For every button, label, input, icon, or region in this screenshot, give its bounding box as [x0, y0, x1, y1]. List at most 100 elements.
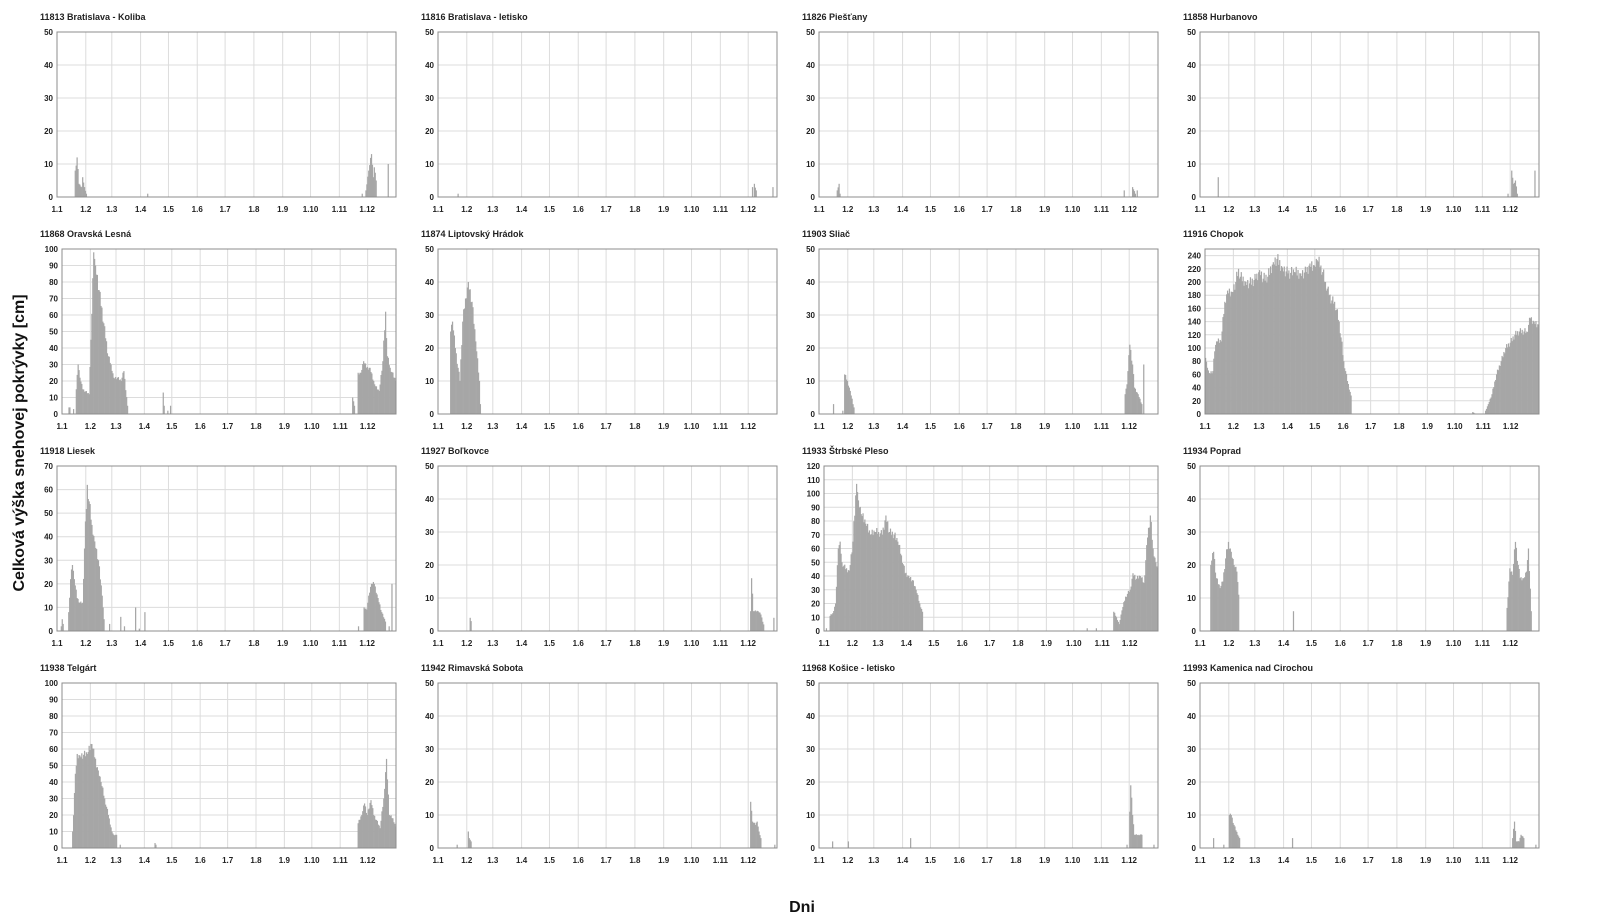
- x-tick-label: 1.11: [332, 639, 348, 648]
- snow-depth-bar: [1139, 576, 1141, 631]
- snow-depth-bar: [107, 356, 109, 414]
- x-tick-label: 1.2: [842, 422, 854, 431]
- snow-depth-bar: [1316, 260, 1318, 414]
- snow-depth-bar: [891, 531, 893, 631]
- snow-depth-bar: [364, 806, 367, 848]
- snow-depth-bar: [758, 612, 760, 631]
- snow-depth-bar: [1210, 565, 1212, 631]
- snow-depth-bar: [105, 341, 108, 414]
- snow-depth-bar: [464, 298, 467, 414]
- x-tick-label: 1.7: [1363, 205, 1375, 214]
- snow-depth-bar: [886, 521, 888, 631]
- snow-depth-bar: [476, 351, 478, 414]
- snow-depth-bar: [1137, 578, 1140, 631]
- snow-depth-bar: [79, 377, 81, 414]
- snow-depth-bar: [377, 598, 379, 631]
- x-tick-label: 1.8: [1012, 639, 1024, 648]
- snow-depth-bar: [366, 609, 368, 631]
- x-tick-label: 1.5: [544, 422, 556, 431]
- snow-depth-bar: [367, 176, 369, 197]
- snow-depth-bar: [1511, 571, 1513, 631]
- snow-depth-bar: [369, 592, 371, 631]
- snow-depth-bar: [1152, 548, 1154, 631]
- snow-depth-bar: [1136, 578, 1138, 631]
- snow-depth-bar: [1215, 578, 1218, 631]
- plot-area: [61, 248, 397, 415]
- snow-depth-bar: [852, 541, 854, 631]
- snow-depth-bar: [1232, 822, 1234, 848]
- snow-depth-bar: [1501, 355, 1503, 414]
- snow-depth-bar: [866, 525, 868, 631]
- snow-depth-bar: [1294, 272, 1296, 414]
- snow-depth-bar: [892, 538, 894, 631]
- snow-depth-bar: [103, 619, 105, 631]
- x-tick-label: 1.10: [1447, 422, 1463, 431]
- snow-depth-bar: [1129, 811, 1131, 848]
- y-tick-label: 10: [425, 160, 434, 169]
- snow-depth-bar: [753, 611, 756, 631]
- snow-depth-bar: [1350, 395, 1352, 414]
- plot-area: [818, 248, 1159, 415]
- y-tick-label: 20: [806, 127, 815, 136]
- snow-depth-bar: [856, 492, 859, 631]
- snow-depth-bar: [73, 793, 76, 848]
- snow-depth-bar: [759, 612, 761, 631]
- snow-depth-bar: [1236, 831, 1238, 848]
- snow-depth-bar: [84, 391, 87, 414]
- snow-depth-bar: [1520, 577, 1522, 631]
- snow-depth-bar: [1140, 834, 1142, 848]
- snow-depth-bar: [908, 576, 910, 631]
- x-tick-label: 1.1: [1199, 422, 1211, 431]
- x-tick-label: 1.12: [1121, 856, 1137, 865]
- snow-depth-bar: [1217, 584, 1219, 631]
- snow-depth-bar: [1153, 556, 1155, 631]
- snow-depth-bar: [457, 193, 459, 197]
- y-tick-label: 30: [44, 556, 53, 565]
- snow-depth-bar: [1232, 292, 1234, 414]
- x-tick-label: 1.6: [1338, 422, 1350, 431]
- x-tick-label: 1.1: [813, 422, 825, 431]
- snow-depth-bar: [169, 405, 172, 414]
- snow-depth-bar: [838, 183, 840, 197]
- y-tick-label: 50: [425, 28, 434, 37]
- snow-depth-bar: [1126, 384, 1128, 414]
- plot-area: [437, 682, 778, 849]
- snow-depth-bar: [832, 404, 835, 414]
- snow-depth-bar: [1213, 838, 1215, 848]
- snow-depth-bar: [470, 621, 472, 631]
- snow-depth-bar: [93, 252, 95, 414]
- y-tick-label: 40: [811, 572, 820, 581]
- x-tick-label: 1.8: [248, 639, 260, 648]
- snow-depth-bar: [1325, 290, 1328, 414]
- snow-depth-bar: [1231, 557, 1233, 631]
- snow-depth-bar: [1328, 295, 1330, 414]
- y-tick-label: 60: [811, 545, 820, 554]
- x-tick-label: 1.10: [684, 856, 700, 865]
- snow-depth-bar: [83, 187, 86, 197]
- x-tick-label: 1.6: [573, 639, 585, 648]
- snow-depth-bar: [472, 307, 474, 414]
- snow-depth-bar: [837, 548, 839, 631]
- snow-depth-bar: [94, 757, 96, 848]
- y-tick-label: 50: [1187, 462, 1196, 471]
- snow-depth-bar: [1123, 190, 1125, 197]
- y-tick-label: 20: [425, 778, 434, 787]
- snow-depth-bar: [1233, 284, 1235, 414]
- snow-depth-bar: [363, 361, 365, 414]
- snow-depth-bar: [1128, 355, 1130, 414]
- snow-depth-bar: [910, 581, 913, 631]
- y-tick-label: 40: [49, 344, 58, 353]
- y-tick-label: 30: [425, 311, 434, 320]
- chart-panel: 11993 Kamenica nad Cirochou 0 10 20 30 40 50 1.…: [1183, 663, 1540, 865]
- snow-depth-bar: [113, 377, 115, 414]
- x-tick-label: 1.9: [1041, 639, 1053, 648]
- x-tick-label: 1.4: [901, 639, 913, 648]
- snow-depth-bar: [104, 326, 106, 414]
- snow-depth-bar: [1301, 276, 1303, 414]
- y-tick-label: 30: [49, 795, 58, 804]
- snow-depth-bar: [99, 776, 101, 848]
- snow-depth-bar: [1507, 343, 1510, 414]
- snow-depth-bar: [829, 615, 831, 631]
- y-tick-label: 20: [1187, 778, 1196, 787]
- snow-depth-bar: [1520, 333, 1522, 414]
